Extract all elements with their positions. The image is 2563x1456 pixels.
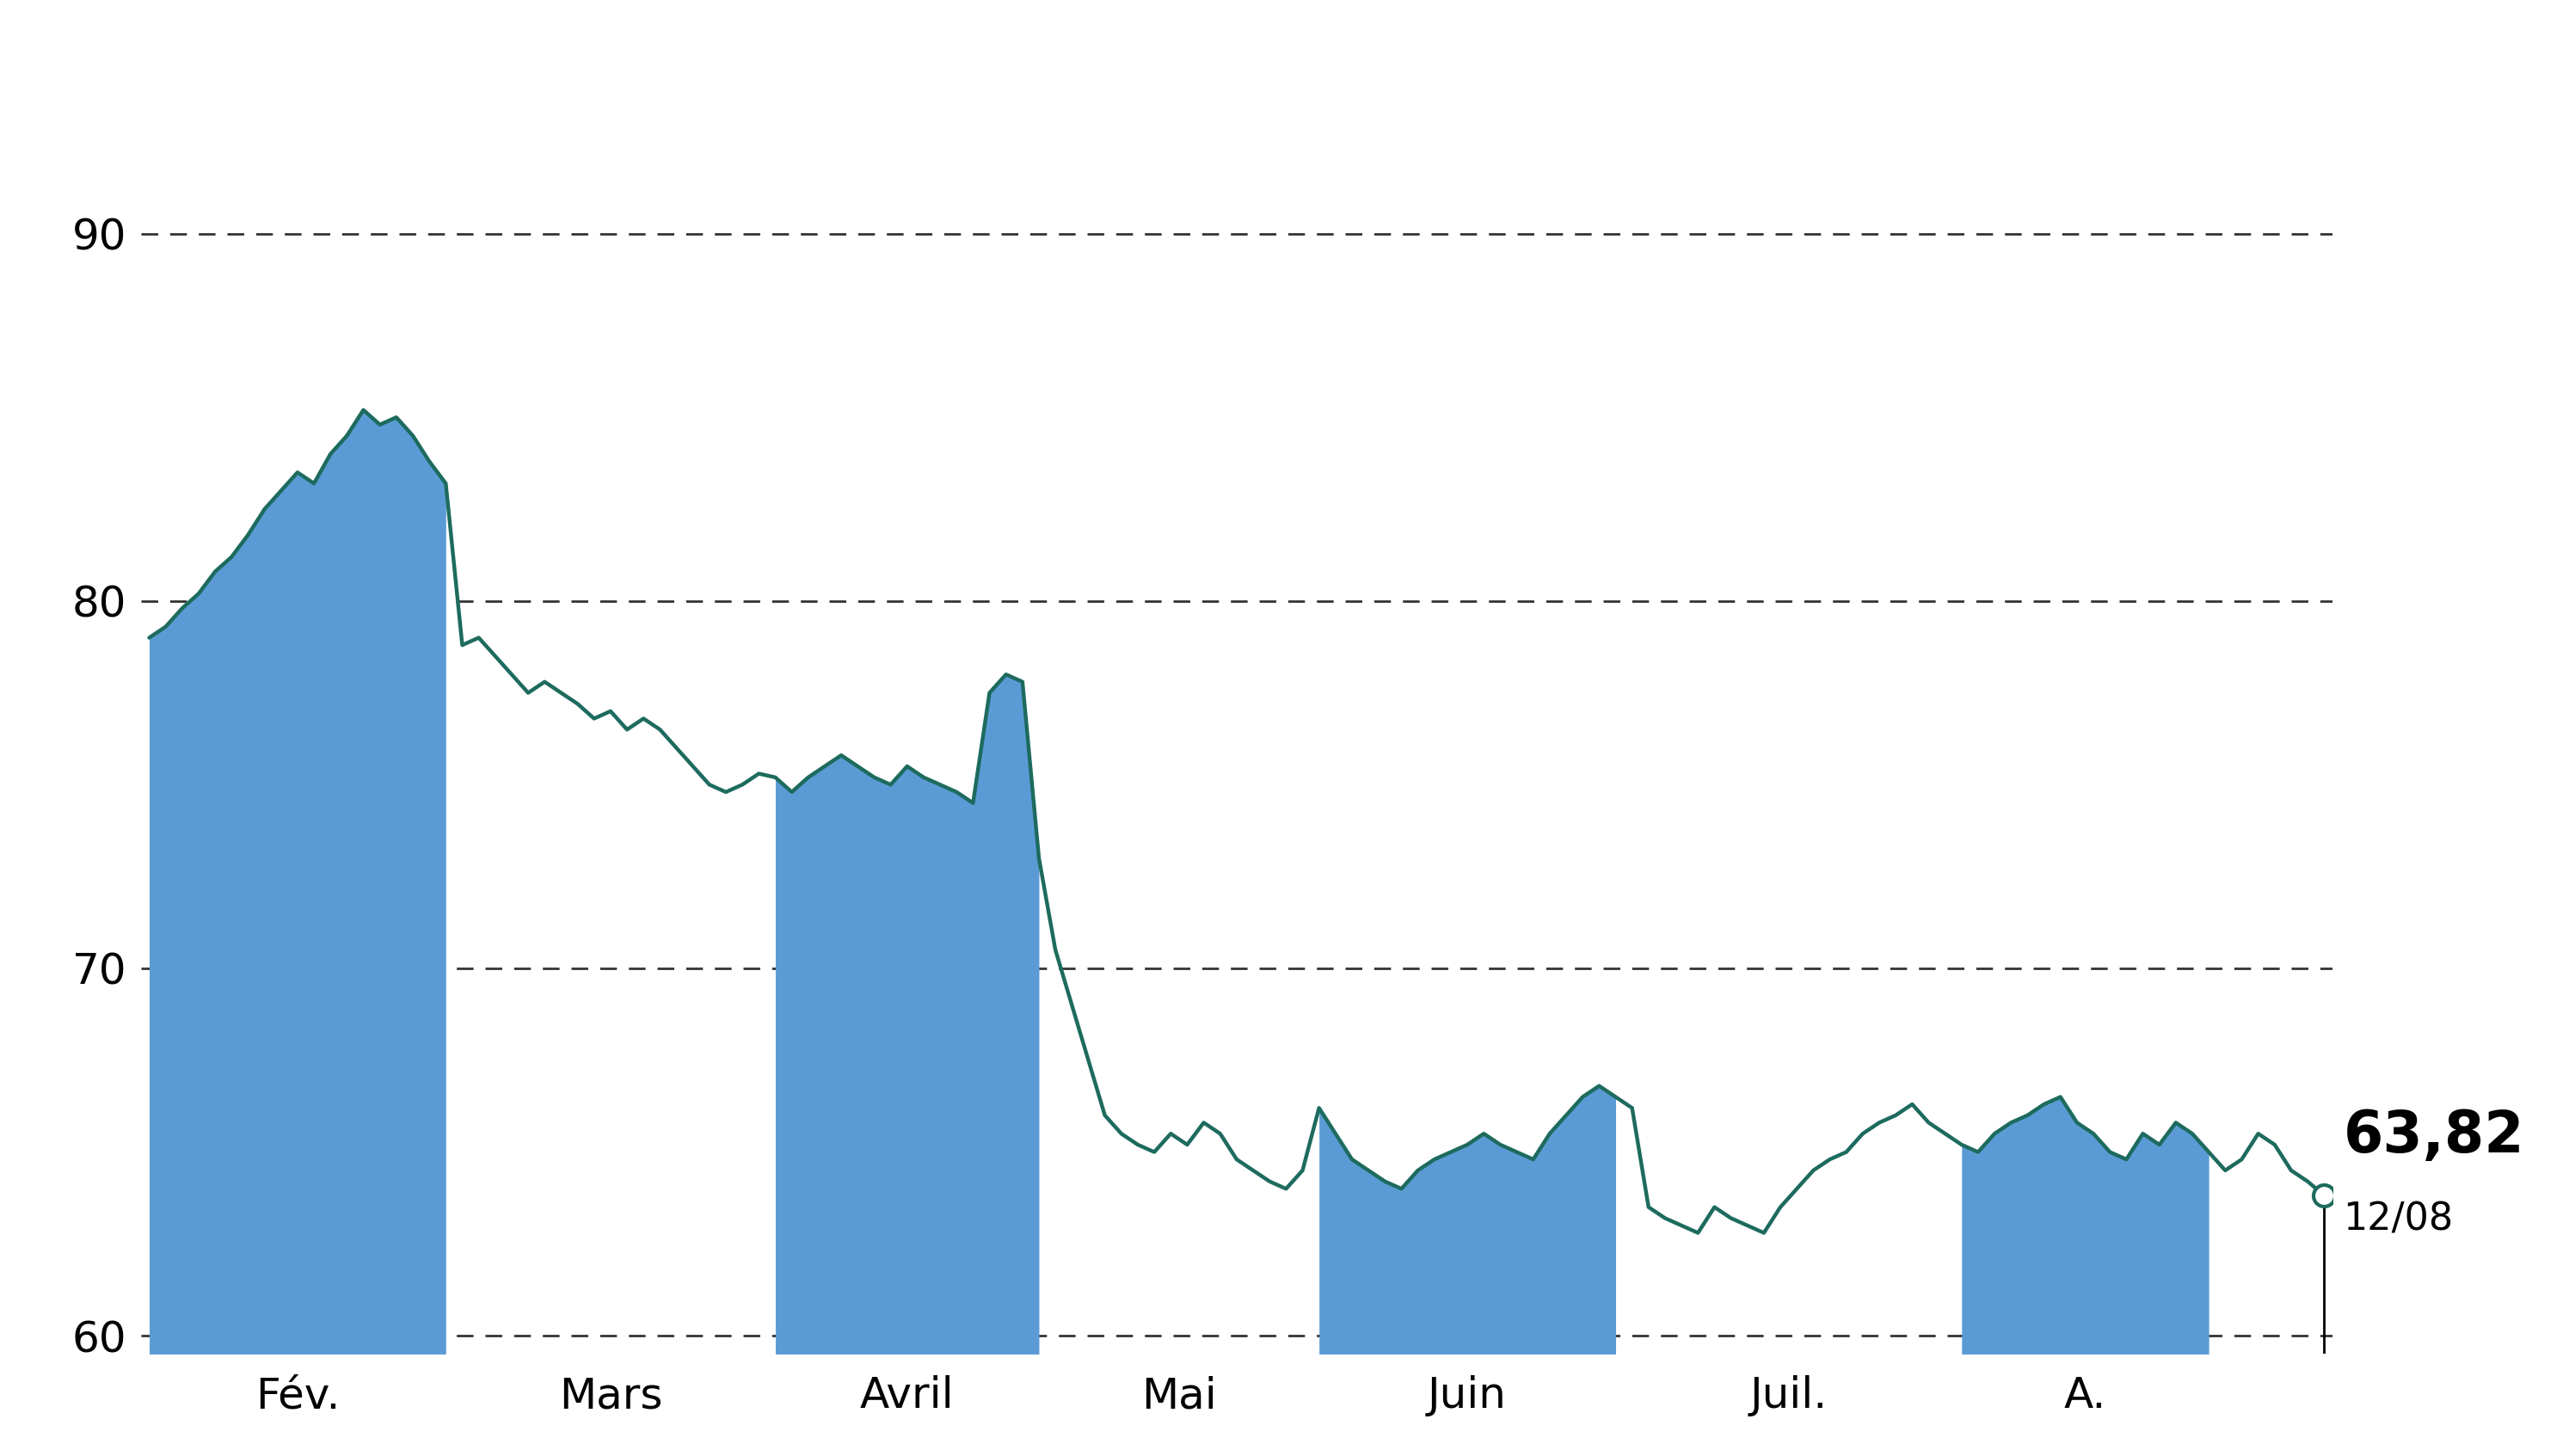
Text: Brenntag SE: Brenntag SE [948,19,1615,112]
Text: 12/08: 12/08 [2343,1201,2453,1238]
Text: 63,82: 63,82 [2343,1108,2525,1163]
